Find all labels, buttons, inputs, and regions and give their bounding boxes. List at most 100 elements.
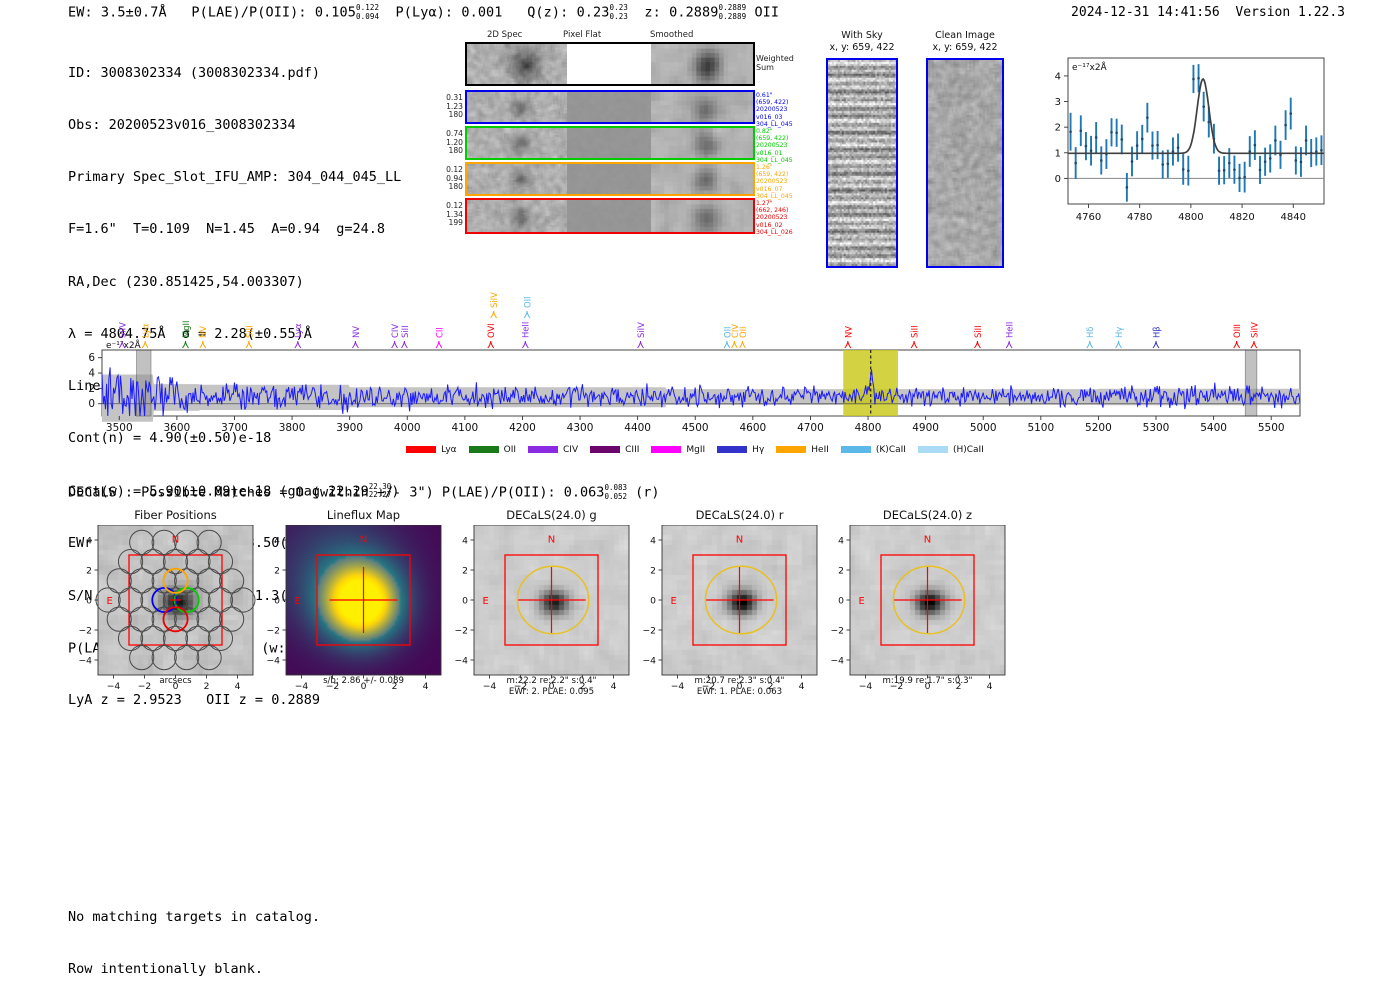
header-plae-value: 0.105 bbox=[314, 4, 356, 21]
decals-text: DECaLS : Possible Matches = 0 (within +/… bbox=[68, 484, 605, 501]
cutout-xtick: 0 bbox=[737, 681, 743, 692]
strip-meta-3: v016_02 bbox=[756, 221, 783, 229]
spectrum-xtick: 4000 bbox=[394, 422, 421, 434]
cutout-title-3: DECaLS(24.0) r bbox=[695, 508, 784, 522]
footer-note: No matching targets in catalog. Row inte… bbox=[68, 874, 320, 996]
emission-line-label: OII bbox=[738, 326, 748, 338]
spectrum-xtick: 3800 bbox=[279, 422, 306, 434]
emission-line-label: OVI bbox=[486, 323, 496, 338]
line-marker-bracket bbox=[490, 310, 498, 319]
timestamp: 2024-12-31 14:41:56 bbox=[1071, 5, 1220, 20]
strip-left-value-0: 0.31 bbox=[446, 93, 463, 102]
legend-swatch-8 bbox=[917, 446, 948, 453]
emission-line-label: Lyα bbox=[141, 323, 151, 338]
cutout-caption-0: arcsecs bbox=[98, 676, 253, 687]
cutout-ytick: 0 bbox=[650, 595, 656, 606]
emission-line-label: OII bbox=[722, 326, 732, 338]
header-qz-value: 0.23 bbox=[576, 4, 610, 21]
cutout-svg-0: N E −4 −4 −2 −2 0 0 2 2 4 4 bbox=[78, 524, 256, 692]
cutout-svg-1: N E −4 −4 −2 −2 0 0 2 2 4 4 bbox=[266, 524, 442, 692]
cutout-panel-1: Lineflux Map N E −4 −4 −2 −2 0 0 2 2 4 4 s/b: 2.86 +/… bbox=[250, 508, 451, 692]
header-plya-label: P(Lyα): bbox=[395, 4, 454, 21]
cutout-ytick: −2 bbox=[454, 625, 468, 636]
cutout-ytick: −4 bbox=[830, 655, 844, 666]
cutout-ytick: 2 bbox=[462, 565, 468, 576]
info-seeing: F=1.6" T=0.109 N=1.45 A=0.94 g=24.8 bbox=[68, 221, 385, 238]
full-spectrum-plot: 3500 3600 3700 3800 3900 4000 4100 4200 4300 4400… bbox=[70, 278, 1310, 458]
decals-summary-line: DECaLS : Possible Matches = 0 (within +/… bbox=[68, 483, 660, 501]
strip-meta-4: 304_LL_026 bbox=[756, 228, 793, 236]
legend-item-5: Hγ bbox=[717, 445, 764, 455]
compass-north-label: N bbox=[736, 534, 743, 545]
strip-meta-3: v016_01 bbox=[756, 149, 783, 157]
emission-line-label: Lyα bbox=[293, 323, 303, 338]
cutout-ytick: 0 bbox=[274, 595, 280, 606]
line-marker-bracket bbox=[910, 340, 918, 349]
line-marker-bracket bbox=[400, 340, 408, 349]
spectrum-legend: Lyα OII CIV CIII MgII Hγ HeII (K)CaII (H)CaII bbox=[102, 438, 1300, 457]
strip-meta-labels: 0.61" (659, 422) 20200523 v016_03 304_LL_045 bbox=[756, 92, 793, 128]
legend-label-3: CIII bbox=[625, 444, 640, 455]
legend-item-8: (H)CaII bbox=[917, 445, 984, 455]
legend-item-4: MgII bbox=[651, 445, 705, 455]
line-marker-bracket bbox=[199, 340, 207, 349]
line-marker-bracket bbox=[1115, 340, 1122, 349]
cutout-title-0: Fiber Positions bbox=[134, 508, 217, 522]
sky-cutout-name-1: Clean Image bbox=[935, 30, 995, 41]
legend-item-6: HeII bbox=[776, 445, 829, 455]
fit-xtick: 4760 bbox=[1076, 212, 1101, 223]
strip-left-value-1: 0.94 bbox=[446, 173, 463, 183]
strip-meta-3: v016_03 bbox=[756, 113, 783, 121]
compass-north-label: N bbox=[924, 534, 931, 545]
cutout-caption-line2-2: EWr: 2. PLAE: 0.095 bbox=[508, 687, 595, 697]
line-marker-bracket bbox=[1250, 340, 1258, 349]
cutout-ytick: −4 bbox=[454, 655, 468, 666]
emission-line-label: CIV bbox=[730, 324, 740, 338]
legend-label-7: (K)CaII bbox=[875, 444, 906, 455]
emission-line-label: NV bbox=[198, 326, 208, 338]
compass-east-label: E bbox=[294, 596, 300, 607]
cutout-xtick: −2 bbox=[326, 681, 340, 692]
spec2d-strip-row: 0.31 1.23 180 0.61" (659, 422) 20200523 v016_0… bbox=[446, 90, 793, 128]
cutout-ytick: 2 bbox=[650, 565, 656, 576]
cutout-caption-line2-3: EWr: 1. PLAE: 0.063 bbox=[696, 687, 783, 697]
cutout-xtick: 0 bbox=[361, 681, 367, 692]
fit-xtick: 4780 bbox=[1127, 212, 1152, 223]
header-z-value: 0.2889 bbox=[669, 4, 719, 21]
strip-left-value-0: 0.12 bbox=[446, 201, 463, 210]
header-ew: EW: 3.5±0.7Å bbox=[68, 4, 167, 21]
strip-left-value-1: 1.23 bbox=[446, 101, 463, 111]
header-plya-value: 0.001 bbox=[461, 4, 503, 21]
cutout-panel-3: DECaLS(24.0) r N E −4 −4 −2 −2 0 0 2 2 4 4 m:20.7 re:… bbox=[626, 508, 827, 698]
emission-line-fit-plot: 4760 4780 4800 4820 4840 0 1 2 3 4 e⁻¹⁷x2Å bbox=[1032, 50, 1332, 230]
cutout-xtick: 2 bbox=[768, 681, 774, 692]
legend-swatch-2 bbox=[528, 446, 559, 453]
emission-line-label: SiII bbox=[244, 325, 254, 338]
cutout-caption-1: s/b: 2.86 +/- 0.089 bbox=[286, 676, 441, 687]
legend-swatch-7 bbox=[840, 446, 871, 453]
emission-line-label: CIV bbox=[390, 324, 400, 338]
info-obs: Obs: 20200523v016_3008302334 bbox=[68, 117, 296, 134]
cutout-xtick: 2 bbox=[956, 681, 962, 692]
cutout-xtick: 4 bbox=[423, 681, 429, 692]
cutout-xtick: 4 bbox=[235, 681, 241, 692]
emission-line-label: SiII bbox=[910, 325, 920, 338]
fit-units-annotation: e⁻¹⁷x2Å bbox=[1072, 61, 1108, 73]
legend-swatch-5 bbox=[717, 446, 748, 453]
compass-north-label: N bbox=[172, 534, 179, 545]
header-plae-hi: 0.122 bbox=[355, 3, 380, 12]
cutout-caption-line1-0: arcsecs bbox=[159, 676, 192, 686]
line-marker-bracket bbox=[182, 340, 189, 349]
strip-meta-3: v016_07 bbox=[756, 185, 783, 193]
cutout-ytick: 0 bbox=[838, 595, 844, 606]
line-marker-bracket bbox=[294, 340, 302, 349]
line-marker-bracket bbox=[739, 340, 746, 349]
spectrum-xtick: 4300 bbox=[567, 422, 594, 434]
info-cont-narrow: Cont(n) = 4.90(±0.50)e-18 bbox=[68, 430, 272, 447]
strip-smoothed-image bbox=[650, 44, 753, 84]
strip-meta-4: 304_LL_045 bbox=[756, 192, 793, 200]
info-radec: RA,Dec (230.851425,54.003307) bbox=[68, 273, 304, 290]
cutout-xtick: 2 bbox=[204, 681, 210, 692]
fiber-circle-3 bbox=[162, 606, 189, 633]
cutout-xtick: −2 bbox=[890, 681, 904, 692]
